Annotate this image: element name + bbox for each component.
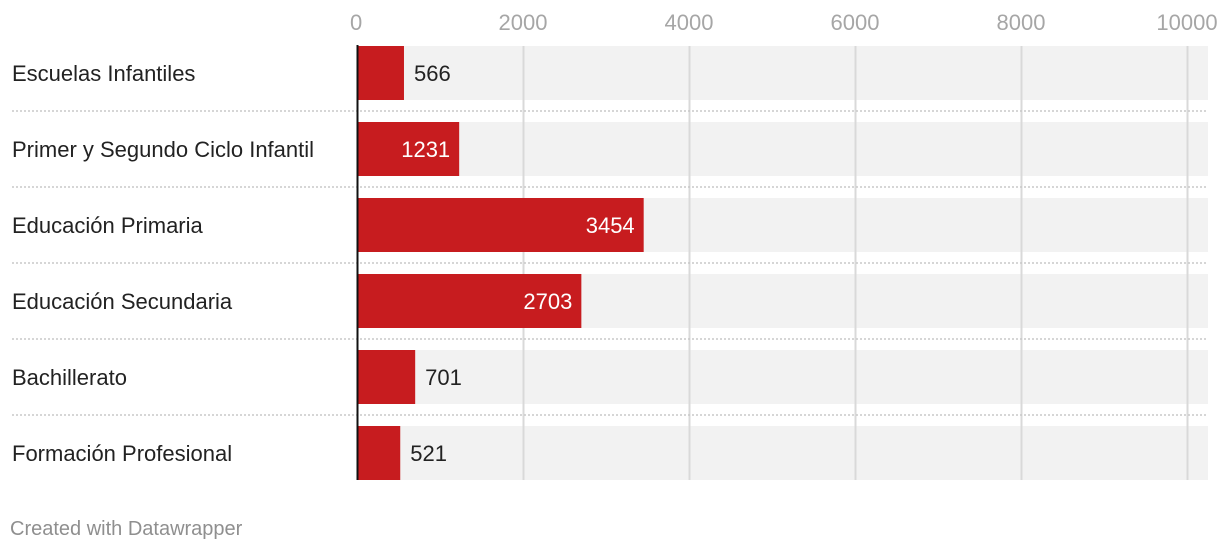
x-tick-label: 4000 <box>665 10 714 35</box>
category-label: Formación Profesional <box>12 441 232 466</box>
bar <box>357 274 582 328</box>
x-tick-label: 6000 <box>831 10 880 35</box>
bar <box>357 426 401 480</box>
value-labels: 566 1231 3454 2703 701 521 <box>401 61 634 466</box>
x-tick-label: 8000 <box>997 10 1046 35</box>
value-label: 3454 <box>586 213 635 238</box>
gridlines <box>522 46 1189 480</box>
bar-chart: 0 2000 4000 6000 8000 10000 Escuelas Infantil… <box>12 10 1218 480</box>
credit-text: Created with Datawrapper <box>10 518 243 540</box>
category-label: Educación Secundaria <box>12 289 233 314</box>
category-label: Educación Primaria <box>12 213 204 238</box>
bar-background <box>357 350 1208 404</box>
x-tick-label: 10000 <box>1156 10 1217 35</box>
bar <box>357 350 416 404</box>
bar-background <box>357 426 1208 480</box>
x-tick-label: 2000 <box>499 10 548 35</box>
category-label: Primer y Segundo Ciclo Infantil <box>12 137 314 162</box>
x-axis-ticks: 0 2000 4000 6000 8000 10000 <box>350 10 1218 35</box>
bar-background <box>357 46 1208 100</box>
bar <box>357 46 404 100</box>
value-label: 701 <box>425 365 462 390</box>
bar <box>357 198 644 252</box>
bar-backgrounds <box>357 46 1208 480</box>
value-label: 2703 <box>523 289 572 314</box>
value-label: 1231 <box>401 137 450 162</box>
value-label: 521 <box>410 441 447 466</box>
category-labels: Escuelas Infantiles Primer y Segundo Cicl… <box>12 61 314 466</box>
bar <box>357 122 460 176</box>
x-tick-label: 0 <box>350 10 362 35</box>
bar-background <box>357 122 1208 176</box>
category-label: Bachillerato <box>12 365 127 390</box>
category-label: Escuelas Infantiles <box>12 61 195 86</box>
bars <box>357 46 644 480</box>
row-separators <box>12 110 1208 416</box>
value-label: 566 <box>414 61 451 86</box>
